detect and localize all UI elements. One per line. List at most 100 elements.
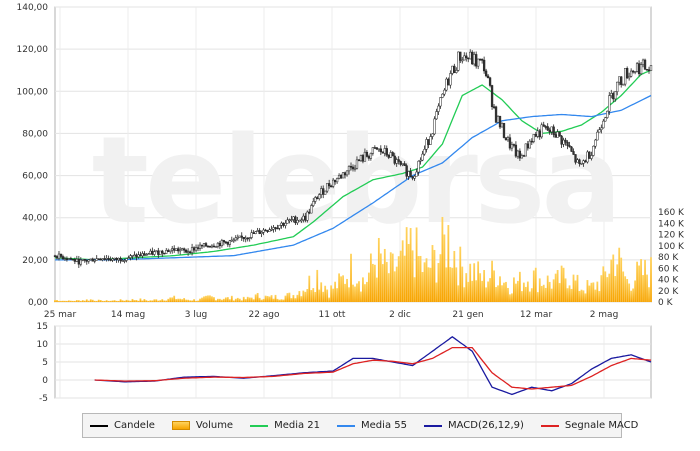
candle-body <box>71 258 75 261</box>
volume-bar <box>360 291 362 302</box>
candle-body <box>455 70 458 73</box>
candle-body <box>375 147 378 150</box>
volume-bar <box>79 300 82 302</box>
candle-body <box>558 131 561 137</box>
volume-bar <box>272 298 275 302</box>
volume-bar <box>650 257 652 302</box>
macd-tick-label: 10 <box>37 340 49 350</box>
candle-body <box>349 166 353 168</box>
candle-body <box>314 197 317 202</box>
legend-swatch <box>250 424 269 427</box>
volume-bar <box>586 280 589 302</box>
candle-body <box>538 130 541 138</box>
volume-bar <box>638 265 640 302</box>
volume-bar <box>77 300 80 302</box>
volume-bar <box>463 287 466 302</box>
volume-bar <box>441 216 444 302</box>
date-tick-label: 11 ott <box>319 310 346 320</box>
candle-body <box>59 253 63 257</box>
volume-bar <box>248 297 251 302</box>
volume-bar <box>515 283 517 302</box>
volume-bar <box>362 277 364 302</box>
legend-swatch <box>423 424 442 427</box>
candle-body <box>246 237 249 240</box>
volume-bar <box>489 278 491 302</box>
volume-bar <box>419 255 422 302</box>
candle-body <box>516 150 520 157</box>
candle-body <box>226 241 229 245</box>
date-tick-label: 3 lug <box>185 310 208 320</box>
candle-body <box>93 260 96 262</box>
volume-bar <box>348 287 350 302</box>
candle-body <box>614 91 617 100</box>
legend-item[interactable]: Volume <box>171 420 233 431</box>
legend-item[interactable]: MACD(26,12,9) <box>423 420 524 431</box>
legend-item[interactable]: Media 21 <box>250 420 320 431</box>
volume-bar <box>350 253 352 302</box>
volume-bar <box>558 283 561 302</box>
candle-body <box>627 75 631 79</box>
legend-item[interactable]: Candele <box>90 420 155 431</box>
candle-body <box>514 144 518 157</box>
legend-item[interactable]: Media 55 <box>337 420 407 431</box>
legend-label: Media 21 <box>274 420 321 431</box>
volume-bar <box>163 300 166 302</box>
candle-body <box>518 150 522 159</box>
volume-bar <box>501 285 503 302</box>
volume-bar <box>330 285 333 302</box>
volume-bar <box>421 271 424 302</box>
volume-bar <box>97 299 100 302</box>
volume-bar <box>222 298 225 302</box>
candle-body <box>345 170 349 176</box>
volume-bar <box>145 300 148 302</box>
volume-bar <box>550 288 553 302</box>
candle-body <box>198 244 202 249</box>
candle-body <box>214 246 218 248</box>
volume-bar <box>105 300 108 302</box>
volume-bar <box>228 299 231 302</box>
volume-bar <box>367 272 370 302</box>
candle-body <box>542 124 545 127</box>
volume-bar <box>179 298 182 302</box>
candle-body <box>586 151 589 163</box>
candle-body <box>268 229 271 232</box>
volume-bar <box>266 296 269 302</box>
candle-body <box>159 250 162 255</box>
candle-body <box>639 64 643 75</box>
volume-bar <box>626 279 629 302</box>
volume-bar <box>125 299 128 302</box>
volume-bar <box>232 300 235 302</box>
volume-bar <box>471 280 474 302</box>
volume-bar <box>147 300 150 302</box>
legend-item[interactable]: Segnale MACD <box>540 420 638 431</box>
candle-body <box>377 148 380 151</box>
candle-body <box>353 167 357 170</box>
volume-tick-label: 120 K <box>658 231 685 241</box>
volume-bar <box>302 290 305 302</box>
price-panel: 140,00 120,00 100,00 80,00 60,00 40,00 20,00 0,… <box>17 3 686 320</box>
volume-bar <box>107 300 110 302</box>
candle-body <box>357 159 361 162</box>
volume-bar <box>604 271 607 302</box>
candle-body <box>508 137 512 149</box>
volume-bar <box>594 289 597 302</box>
candle-body <box>272 227 275 230</box>
candle-body <box>526 143 529 149</box>
volume-bar <box>373 264 376 302</box>
candle-body <box>139 254 142 257</box>
volume-bar <box>524 286 527 302</box>
candle-body <box>359 155 363 161</box>
volume-bar <box>475 280 478 302</box>
volume-bar <box>157 300 160 302</box>
volume-bar <box>260 299 263 302</box>
volume-bar <box>532 270 535 302</box>
volume-bar <box>113 300 116 302</box>
candle-body <box>437 105 440 112</box>
volume-bar <box>606 277 609 302</box>
candle-body <box>145 254 148 256</box>
volume-bar <box>354 286 356 302</box>
volume-bar <box>54 299 56 302</box>
volume-bar <box>127 300 130 302</box>
volume-bar <box>344 283 346 302</box>
candle-body <box>204 243 208 247</box>
